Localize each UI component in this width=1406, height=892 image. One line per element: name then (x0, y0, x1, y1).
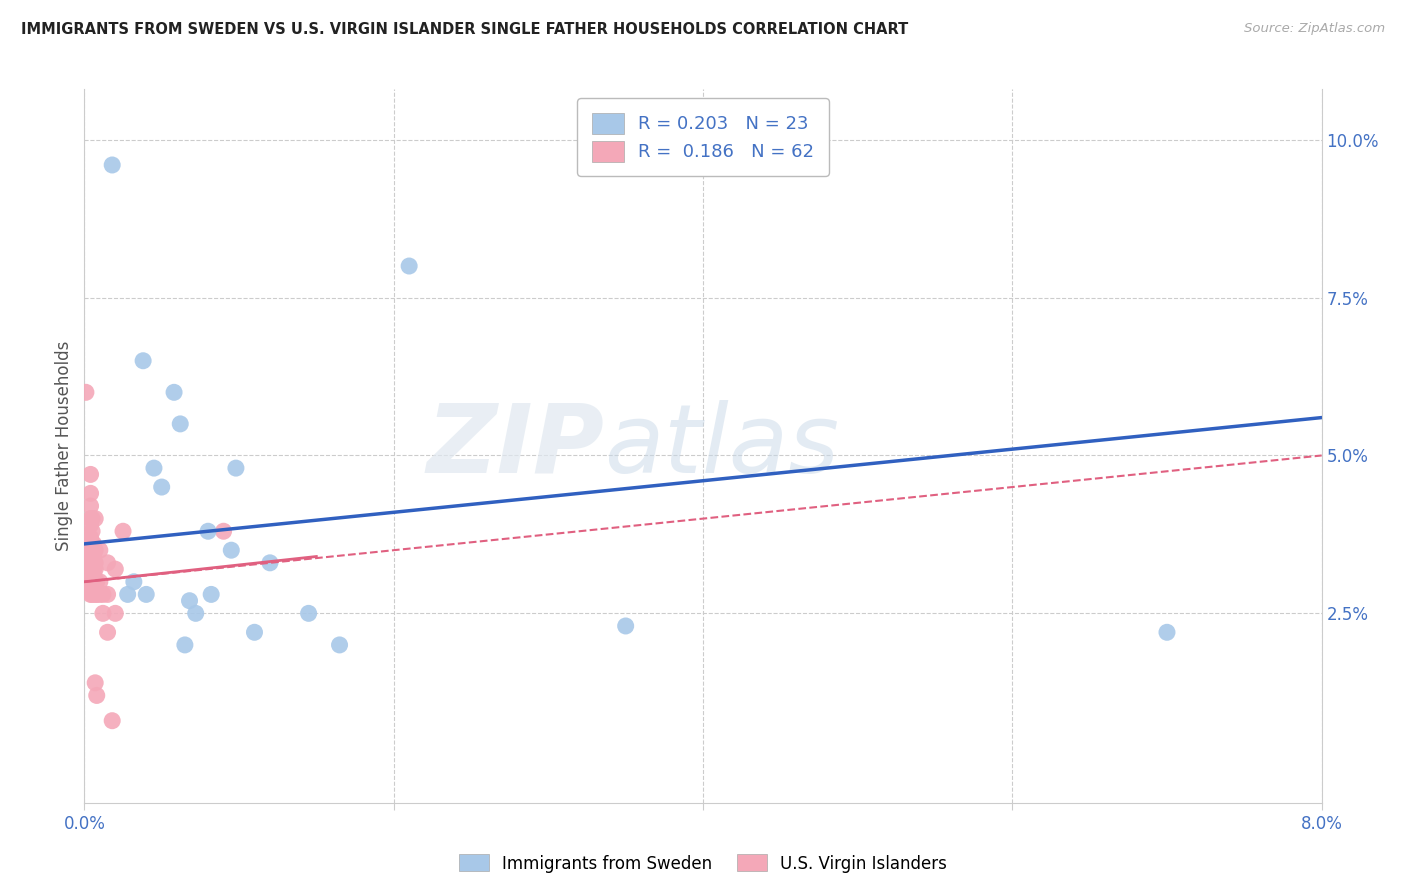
Point (79, 574, 101, 589)
Point (79, 587, 101, 601)
Point (79, 499, 101, 513)
Point (83, 562, 105, 576)
Point (1156, 625, 1178, 640)
Point (77, 568, 100, 582)
Point (82, 574, 104, 589)
Point (179, 593, 201, 607)
Point (77, 549, 100, 564)
Point (243, 625, 266, 640)
Point (104, 607, 127, 621)
Point (614, 619, 637, 633)
Point (83, 537, 105, 551)
Point (79, 467, 101, 482)
Point (298, 607, 321, 621)
Legend: Immigrants from Sweden, U.S. Virgin Islanders: Immigrants from Sweden, U.S. Virgin Isla… (451, 847, 955, 880)
Point (82, 549, 104, 564)
Point (79, 562, 101, 576)
Point (101, 714, 124, 728)
Point (79, 543, 101, 558)
Point (197, 524, 219, 539)
Point (82, 524, 104, 539)
Point (89, 543, 111, 558)
Text: Source: ZipAtlas.com: Source: ZipAtlas.com (1244, 22, 1385, 36)
Point (96, 625, 120, 640)
Point (89, 587, 111, 601)
Point (77, 574, 100, 589)
Point (212, 524, 235, 539)
Point (84, 511, 107, 525)
Point (84, 562, 107, 576)
Point (79, 549, 101, 564)
Point (82, 511, 104, 525)
Point (150, 480, 173, 494)
Point (77, 556, 100, 570)
Point (83, 568, 105, 582)
Point (82, 587, 104, 601)
Point (91, 607, 114, 621)
Text: ZIP: ZIP (426, 400, 605, 492)
Point (112, 524, 135, 539)
Point (117, 587, 139, 601)
Point (398, 259, 420, 273)
Point (169, 417, 191, 431)
Point (83, 574, 105, 589)
Point (135, 587, 157, 601)
Point (84, 556, 107, 570)
Point (259, 556, 281, 570)
Point (77, 543, 100, 558)
Point (86, 587, 108, 601)
Point (86, 689, 108, 703)
Text: IMMIGRANTS FROM SWEDEN VS U.S. VIRGIN ISLANDER SINGLE FATHER HOUSEHOLDS CORRELAT: IMMIGRANTS FROM SWEDEN VS U.S. VIRGIN IS… (21, 22, 908, 37)
Point (83, 549, 105, 564)
Y-axis label: Single Father Households: Single Father Households (55, 341, 73, 551)
Point (77, 537, 100, 551)
Point (84, 675, 107, 690)
Point (89, 574, 111, 589)
Point (79, 531, 101, 545)
Point (76, 543, 98, 558)
Point (82, 556, 104, 570)
Point (96, 587, 120, 601)
Point (225, 461, 247, 475)
Point (75, 385, 97, 400)
Point (143, 461, 166, 475)
Point (174, 638, 197, 652)
Point (122, 574, 145, 589)
Point (76, 556, 98, 570)
Point (76, 562, 98, 576)
Point (84, 587, 107, 601)
Point (221, 543, 243, 558)
Point (96, 556, 120, 570)
Legend: R = 0.203   N = 23, R =  0.186   N = 62: R = 0.203 N = 23, R = 0.186 N = 62 (576, 98, 830, 176)
Point (79, 511, 101, 525)
Point (184, 607, 207, 621)
Point (104, 562, 127, 576)
Point (79, 486, 101, 500)
Point (86, 574, 108, 589)
Point (163, 385, 186, 400)
Point (79, 517, 101, 532)
Point (82, 568, 104, 582)
Point (101, 158, 124, 172)
Point (82, 537, 104, 551)
Point (200, 587, 222, 601)
Point (84, 574, 107, 589)
Point (132, 353, 155, 368)
Point (91, 587, 114, 601)
Point (82, 581, 104, 595)
Point (79, 556, 101, 570)
Point (84, 543, 107, 558)
Point (79, 568, 101, 582)
Text: atlas: atlas (605, 400, 839, 492)
Point (82, 562, 104, 576)
Point (329, 638, 352, 652)
